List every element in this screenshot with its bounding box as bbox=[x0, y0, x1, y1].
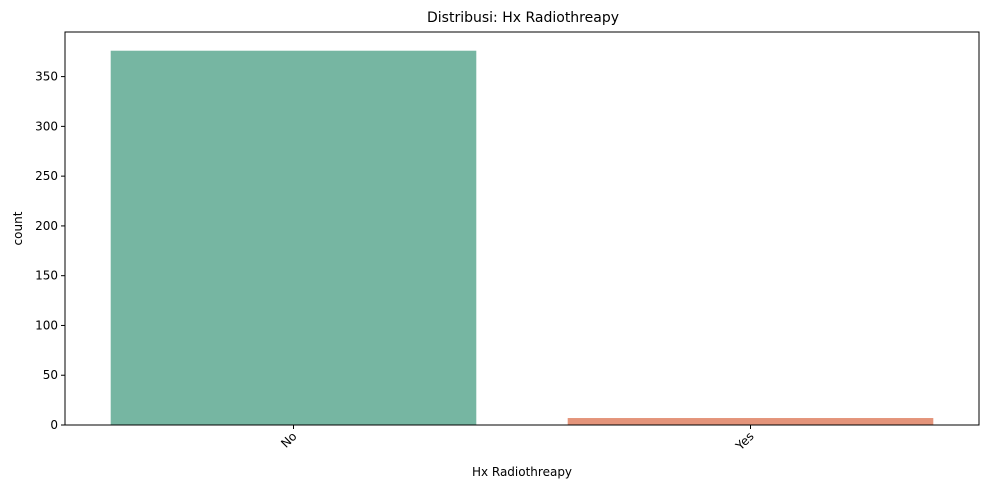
y-tick-label: 250 bbox=[35, 169, 58, 183]
x-axis: No Yes bbox=[278, 425, 757, 454]
y-axis: 0 50 100 150 200 250 300 350 bbox=[35, 70, 65, 432]
y-tick-label: 200 bbox=[35, 219, 58, 233]
bars-group bbox=[110, 50, 934, 425]
x-tick-label-yes: Yes bbox=[732, 429, 756, 453]
y-axis-label: count bbox=[11, 211, 25, 245]
y-tick-label: 0 bbox=[50, 418, 58, 432]
chart-title: Distribusi: Hx Radiothreapy bbox=[427, 10, 619, 26]
x-axis-label: Hx Radiothreapy bbox=[472, 465, 572, 479]
y-tick-label: 350 bbox=[35, 70, 58, 84]
bar-yes bbox=[567, 418, 934, 425]
bar-no bbox=[110, 50, 477, 425]
x-tick-label-no: No bbox=[278, 429, 299, 450]
y-tick-label: 300 bbox=[35, 119, 58, 133]
y-tick-label: 150 bbox=[35, 269, 58, 283]
y-tick-label: 50 bbox=[43, 368, 58, 382]
plot-frame bbox=[64, 31, 980, 426]
y-tick-label: 100 bbox=[35, 318, 58, 332]
